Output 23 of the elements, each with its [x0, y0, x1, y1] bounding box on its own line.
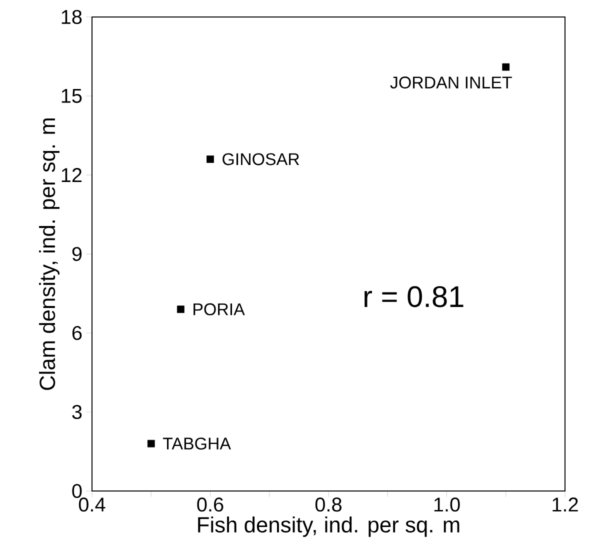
y-tick-label: 15 [62, 89, 82, 103]
point [206, 156, 214, 163]
y-tick-label: 0 [72, 484, 82, 498]
x-tick-label: 0.6 [197, 498, 224, 512]
y-tick-label: 9 [72, 246, 82, 262]
point [147, 440, 155, 448]
annotation: r = 0.81 [364, 286, 464, 308]
y-tick-label: 6 [72, 326, 82, 340]
x-tick-label: 0.4 [78, 498, 106, 512]
x-tick-label: 1.2 [552, 498, 578, 512]
annotation: PORIA [194, 303, 245, 316]
point [502, 63, 510, 71]
point [177, 306, 184, 313]
annotation: JORDAN INLET [390, 76, 512, 89]
x-axis-title: Fish density, ind. per sq. m [198, 516, 460, 537]
x-tick-label: 1.0 [434, 498, 460, 512]
annotation: TABGHA [162, 438, 231, 450]
x-tick-label: 0.8 [315, 498, 342, 512]
y-axis-title: Clam density, ind. per sq. m [39, 118, 60, 390]
y-tick-label: 3 [72, 404, 82, 420]
y-tick-label: 18 [62, 10, 82, 24]
y-tick-label: 12 [62, 168, 82, 182]
annotation: GINOSAR [222, 153, 300, 166]
